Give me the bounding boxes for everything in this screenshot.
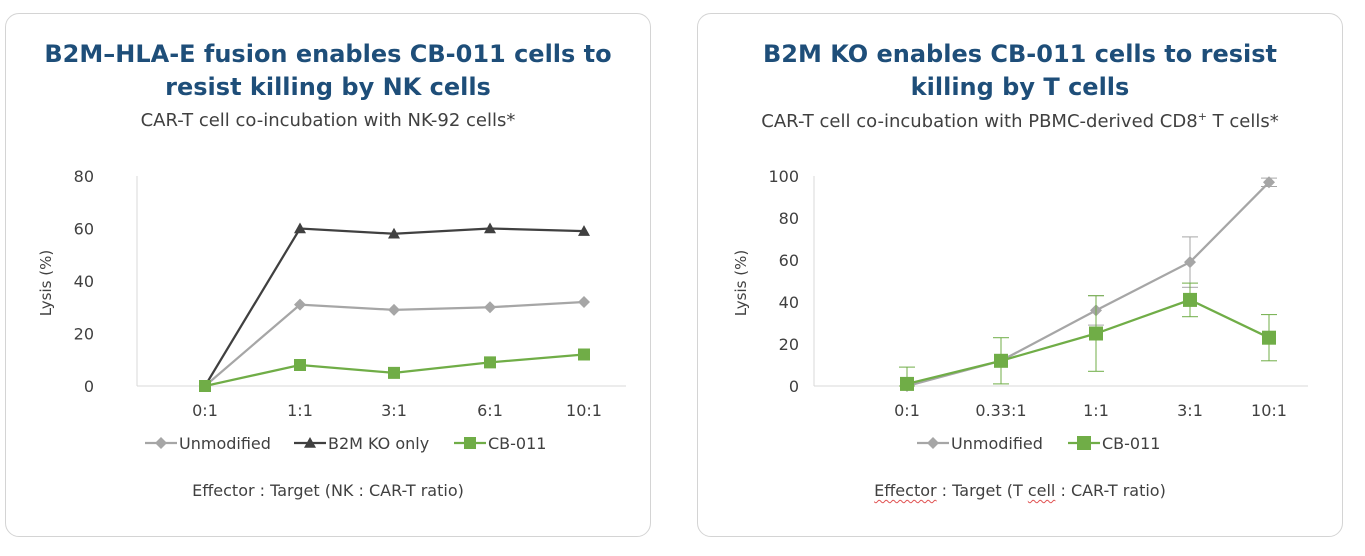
x-axis-title: Effector : Target (T cell : CAR-T ratio) bbox=[874, 481, 1166, 500]
y-tick-label: 60 bbox=[74, 220, 94, 239]
x-axis-title: Effector : Target (NK : CAR-T ratio) bbox=[192, 481, 464, 500]
data-point bbox=[578, 296, 590, 308]
y-tick-label: 80 bbox=[74, 167, 94, 186]
series-cb-011 bbox=[199, 348, 590, 392]
y-tick-label: 60 bbox=[779, 251, 799, 270]
data-point bbox=[484, 222, 496, 234]
x-tick-label: 1:1 bbox=[287, 401, 313, 420]
data-point bbox=[1089, 326, 1103, 341]
legend-label: B2M KO only bbox=[328, 434, 429, 453]
x-tick-label: 0:1 bbox=[192, 401, 218, 420]
legend-marker bbox=[927, 437, 939, 449]
x-tick-label: 6:1 bbox=[477, 401, 503, 420]
data-point bbox=[484, 301, 496, 314]
x-tick-label: 0.33:1 bbox=[975, 401, 1026, 420]
y-axis-title: Lysis (%) bbox=[732, 250, 750, 316]
data-point bbox=[294, 222, 306, 234]
legend-item: B2M KO only bbox=[294, 434, 429, 453]
y-tick-label: 100 bbox=[768, 167, 799, 186]
data-point bbox=[578, 348, 590, 361]
x-tick-label: 10:1 bbox=[1251, 401, 1287, 420]
x-tick-label: 3:1 bbox=[381, 401, 407, 420]
y-axis-title: Lysis (%) bbox=[37, 250, 55, 316]
legend-item: CB-011 bbox=[1068, 434, 1160, 453]
data-point bbox=[1184, 256, 1196, 269]
y-tick-label: 0 bbox=[789, 377, 799, 396]
data-point bbox=[388, 303, 400, 316]
data-point bbox=[199, 380, 211, 392]
legend-marker bbox=[1077, 436, 1091, 450]
data-point bbox=[388, 227, 400, 239]
data-point bbox=[900, 376, 914, 391]
data-point bbox=[1262, 330, 1276, 345]
y-tick-label: 0 bbox=[84, 377, 94, 396]
legend-label: Unmodified bbox=[179, 434, 271, 453]
legend-item: Unmodified bbox=[145, 434, 271, 453]
legend-marker bbox=[155, 437, 167, 449]
legend-item: CB-011 bbox=[454, 434, 546, 453]
x-tick-label: 3:1 bbox=[1177, 401, 1203, 420]
data-point bbox=[388, 366, 400, 379]
y-tick-label: 40 bbox=[779, 293, 799, 312]
legend-marker bbox=[464, 437, 476, 449]
data-point bbox=[994, 353, 1008, 368]
data-point bbox=[578, 225, 590, 236]
x-tick-label: 10:1 bbox=[566, 401, 602, 420]
data-point bbox=[294, 298, 306, 311]
legend-item: Unmodified bbox=[917, 434, 1043, 453]
x-tick-label: 1:1 bbox=[1083, 401, 1109, 420]
series-unmodified bbox=[901, 176, 1277, 392]
series-cb-011 bbox=[899, 282, 1277, 391]
legend-label: CB-011 bbox=[1102, 434, 1160, 453]
chart-title: B2M–HLA-E fusion enables CB-011 cells to… bbox=[44, 40, 612, 101]
data-point bbox=[1263, 176, 1275, 189]
chart-panel-nk: B2M–HLA-E fusion enables CB-011 cells to… bbox=[5, 13, 651, 537]
chart-title: B2M KO enables CB-011 cells to resist ki… bbox=[762, 40, 1277, 101]
y-tick-label: 40 bbox=[74, 272, 94, 291]
x-tick-label: 0:1 bbox=[894, 401, 920, 420]
legend-label: CB-011 bbox=[488, 434, 546, 453]
chart-subtitle: CAR-T cell co-incubation with NK-92 cell… bbox=[140, 110, 516, 131]
y-tick-label: 20 bbox=[779, 335, 799, 354]
line-chart-nk: 0 20 40 60 80 Lysis (%) 0:1 1:1 3:1 6:1 10:1 Unmodi… bbox=[37, 167, 626, 453]
legend-label: Unmodified bbox=[951, 434, 1043, 453]
legend-marker bbox=[304, 437, 316, 448]
series-line bbox=[906, 181, 1270, 388]
chart-panel-tcell: B2M KO enables CB-011 cells to resist ki… bbox=[697, 13, 1343, 537]
line-chart-tcell: 0 20 40 60 80 100 Lysis (%) 0:1 0.33:1 1:1 3:1 10:1… bbox=[732, 167, 1308, 453]
data-point bbox=[484, 356, 496, 369]
y-tick-label: 20 bbox=[74, 325, 94, 344]
chart-subtitle: CAR-T cell co-incubation with PBMC-deriv… bbox=[761, 110, 1279, 132]
data-point bbox=[294, 359, 306, 371]
data-point bbox=[1183, 292, 1197, 307]
y-tick-label: 80 bbox=[779, 209, 799, 228]
